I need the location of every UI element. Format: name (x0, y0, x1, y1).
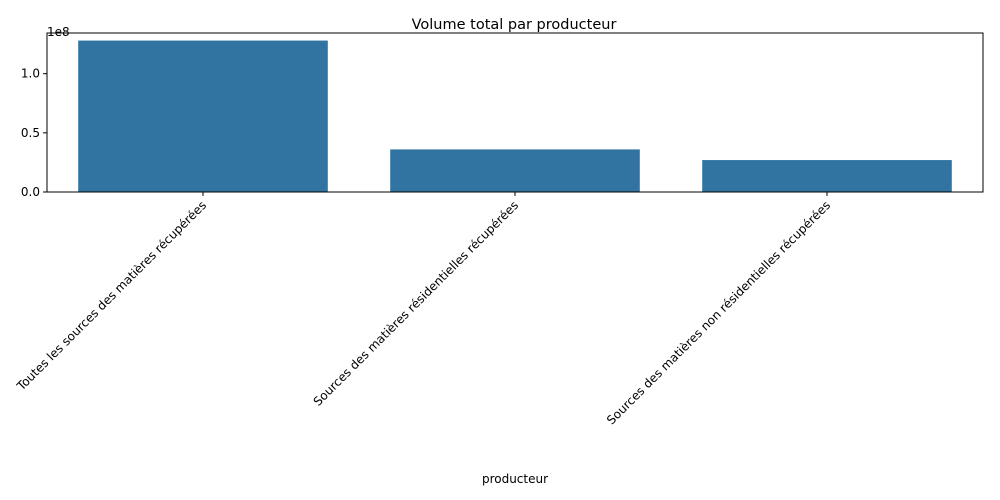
bar (78, 40, 328, 193)
y-axis-ticks: 0.0 0.5 1.0 (21, 67, 47, 199)
x-tick-label: Toutes les sources des matières récupéré… (13, 198, 209, 394)
x-axis-ticks: Toutes les sources des matières récupéré… (13, 192, 833, 427)
x-tick-label: Sources des matières non résidentielles … (604, 198, 833, 427)
plot-frame (46, 32, 984, 193)
x-axis-label: producteur (482, 472, 548, 486)
y-tick-label: 0.5 (21, 126, 40, 140)
x-tick-label: Sources des matières résidentielles récu… (311, 198, 521, 408)
bar (702, 160, 952, 192)
chart-title: Volume total par producteur (412, 17, 617, 33)
bar (390, 149, 640, 192)
y-tick-label: 1.0 (21, 67, 40, 81)
bars-group (78, 40, 952, 193)
y-tick-label: 0.0 (21, 185, 40, 199)
y-axis-offset-text: 1e8 (47, 25, 70, 39)
